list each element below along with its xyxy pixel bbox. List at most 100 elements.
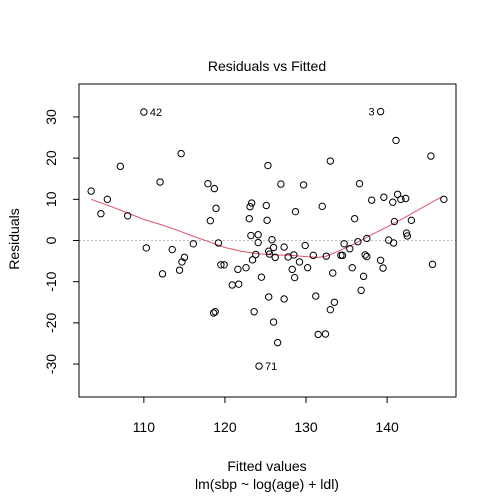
- residual-point: [314, 330, 322, 339]
- y-tick-label: 0: [43, 236, 59, 244]
- residual-point: [338, 251, 347, 260]
- x-tick-label: 130: [294, 419, 318, 435]
- residual-point: [245, 214, 253, 223]
- residual-point: [312, 292, 320, 300]
- residual-point: [290, 251, 298, 259]
- residual-point: [290, 273, 299, 282]
- residual-point: [87, 187, 95, 195]
- residual-point: [116, 162, 125, 171]
- y-tick-label: -20: [43, 313, 59, 333]
- residual-point: [354, 238, 362, 246]
- residual-point: [359, 272, 368, 281]
- residual-point: [363, 234, 371, 243]
- residual-point: [212, 204, 220, 213]
- residual-point: [346, 245, 354, 253]
- residual-point: [189, 240, 198, 248]
- plot-frame: [78, 83, 457, 398]
- x-tick-label: 140: [375, 419, 399, 435]
- residual-point: [367, 196, 376, 204]
- x-tick-label: 110: [133, 419, 156, 435]
- residual-point: [263, 216, 271, 225]
- x-tick-label: 120: [213, 419, 237, 435]
- y-tick-label: 10: [43, 191, 59, 207]
- residual-point: [254, 238, 262, 247]
- residual-point: [389, 198, 397, 206]
- residual-point: [273, 338, 282, 347]
- residual-point: [348, 263, 356, 272]
- residual-point: [321, 330, 330, 338]
- residual-point: [402, 229, 411, 237]
- residual-point: [269, 318, 278, 326]
- residual-point: [379, 264, 387, 272]
- residual-point: [247, 199, 256, 207]
- residual-point: [142, 244, 150, 252]
- residual-point: [156, 178, 164, 186]
- residual-point: [407, 216, 416, 225]
- residual-point: [392, 136, 400, 145]
- y-tick-label: -30: [43, 354, 59, 374]
- residual-point: [280, 243, 288, 251]
- residual-point: [257, 273, 266, 281]
- model-formula-subtitle: lm(sbp ~ log(age) + ldl): [195, 476, 339, 492]
- residual-point: [397, 195, 405, 204]
- residual-point: [440, 195, 448, 204]
- residual-point: [301, 241, 309, 250]
- residual-point: [209, 309, 218, 317]
- residual-point: [255, 362, 263, 370]
- residual-point: [403, 232, 412, 240]
- residual-point: [326, 305, 335, 314]
- residual-point: [234, 265, 242, 274]
- residual-point: [246, 203, 254, 211]
- residual-point: [271, 253, 279, 262]
- residual-point: [265, 250, 274, 258]
- residual-point: [427, 152, 435, 160]
- residual-point: [268, 235, 276, 244]
- residual-point: [254, 231, 262, 239]
- residual-point: [175, 266, 184, 274]
- residual-point: [376, 256, 385, 264]
- residual-point: [247, 231, 255, 240]
- residual-point: [242, 263, 250, 272]
- residual-point: [280, 295, 288, 303]
- loess-smooth-line: [91, 195, 445, 258]
- residual-point: [206, 217, 215, 225]
- residual-point: [355, 179, 364, 188]
- chart-title: Residuals vs Fitted: [208, 58, 326, 74]
- y-tick-label: 20: [43, 150, 59, 166]
- residual-point: [103, 195, 112, 204]
- outlier-label: 42: [150, 107, 162, 119]
- residual-point: [389, 239, 398, 247]
- residual-point: [318, 202, 326, 211]
- residual-point: [309, 251, 318, 260]
- residual-point: [390, 217, 399, 226]
- residual-point: [330, 298, 339, 306]
- residual-point: [322, 252, 330, 260]
- residual-point: [265, 247, 273, 255]
- residual-point: [269, 243, 278, 252]
- residual-point: [97, 210, 105, 218]
- x-axis-label: Fitted values: [227, 458, 306, 474]
- residual-point: [210, 184, 219, 193]
- residual-point: [252, 250, 260, 259]
- y-axis-label: Residuals: [6, 208, 22, 269]
- residual-point: [235, 280, 243, 288]
- residual-point: [214, 239, 223, 247]
- residual-point: [376, 107, 385, 116]
- residual-point: [140, 108, 148, 116]
- residual-point: [303, 263, 312, 272]
- residual-point: [262, 201, 270, 210]
- y-tick-label: 30: [43, 109, 59, 125]
- residual-point: [329, 269, 337, 277]
- residual-point: [277, 180, 285, 188]
- outlier-label: 3: [368, 107, 374, 119]
- residual-point: [158, 270, 167, 278]
- residual-point: [299, 181, 308, 189]
- residual-point: [363, 252, 371, 261]
- residual-point: [248, 256, 257, 264]
- residual-point: [428, 260, 437, 269]
- residual-point: [217, 261, 225, 269]
- residual-point: [228, 281, 236, 289]
- residual-point: [291, 207, 300, 216]
- residual-point: [177, 149, 185, 158]
